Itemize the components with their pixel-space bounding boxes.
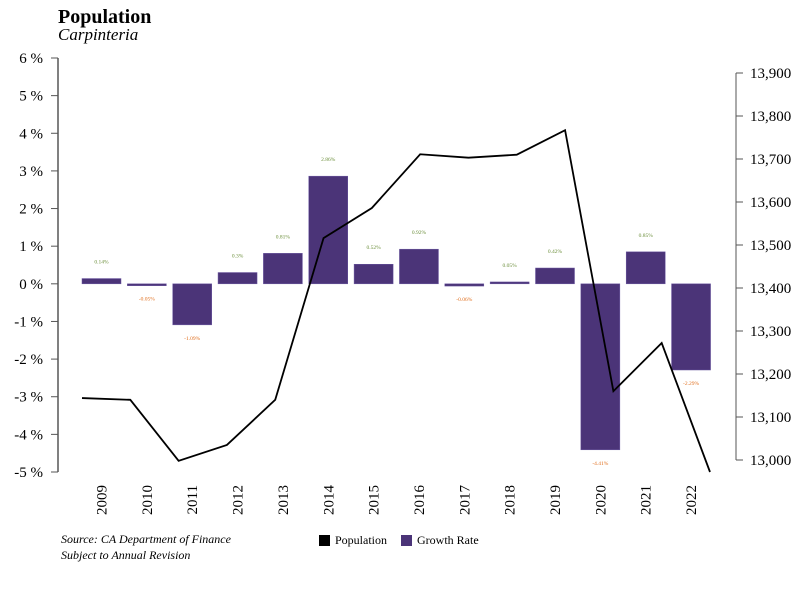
- x-axis-tick-label: 2014: [321, 485, 337, 516]
- growth-rate-data-label: 0.05%: [503, 263, 518, 269]
- x-axis-tick-label: 2022: [684, 485, 700, 515]
- growth-rate-data-label: 0.52%: [366, 245, 381, 251]
- growth-rate-bar: [535, 267, 575, 285]
- x-axis-tick-label: 2019: [548, 485, 564, 515]
- left-axis-tick-label: 3 %: [19, 164, 43, 180]
- population-line-layer: [81, 128, 711, 473]
- chart-title: Population: [58, 6, 152, 28]
- growth-rate-bar: [127, 283, 167, 286]
- legend-item-population: Population: [319, 533, 387, 548]
- left-axis-tick-label: 2 %: [19, 202, 43, 218]
- chart-subtitle: Carpinteria: [58, 25, 139, 44]
- growth-rate-bar: [444, 283, 485, 287]
- x-axis-tick-label: 2011: [185, 485, 201, 514]
- growth-rate-bar: [489, 281, 530, 285]
- left-axis-tick-label: 4 %: [19, 126, 43, 142]
- growth-rate-data-label: 0.42%: [548, 249, 563, 255]
- x-axis-tick-label: 2010: [140, 485, 156, 515]
- left-axis-tick-label: -4 %: [14, 427, 43, 443]
- left-axis-tick-label: -2 %: [14, 352, 43, 368]
- right-axis: 13,900 13,800 13,700 13,600 13,500 13,400 13,3…: [735, 66, 791, 469]
- right-axis-tick-label: 13,100: [750, 410, 791, 426]
- left-axis-tick-label: 0 %: [19, 277, 43, 293]
- growth-rate-bar: [625, 251, 666, 285]
- source-line-1: Source: CA Department of Finance: [61, 532, 231, 546]
- source-note: Source: CA Department of Finance Subject…: [61, 531, 231, 563]
- growth-rate-data-label: -0.06%: [456, 297, 472, 303]
- left-axis-tick-label: 6 %: [19, 51, 43, 67]
- x-axis-tick-label: 2021: [639, 485, 655, 515]
- left-axis-tick-label: 5 %: [19, 89, 43, 105]
- legend-label-growth-rate: Growth Rate: [417, 533, 479, 547]
- growth-rate-data-label: 2.86%: [321, 157, 336, 163]
- x-axis-tick-label: 2018: [503, 485, 519, 515]
- x-axis-tick-label: 2017: [457, 485, 473, 516]
- x-axis-tick-label: 2020: [593, 485, 609, 515]
- growth-rate-data-label: 0.14%: [94, 260, 109, 266]
- x-axis-tick-label: 2012: [231, 485, 247, 515]
- right-axis-tick-label: 13,200: [750, 367, 791, 383]
- right-axis-tick-label: 13,300: [750, 324, 791, 340]
- right-axis-tick-label: 13,800: [750, 109, 791, 125]
- left-axis-tick-label: -1 %: [14, 314, 43, 330]
- growth-rate-data-label: 0.92%: [412, 230, 427, 236]
- growth-rate-data-label: -1.09%: [184, 336, 200, 342]
- growth-rate-data-label: 0.3%: [232, 254, 244, 260]
- growth-rate-data-label: 0.81%: [276, 234, 291, 240]
- growth-rate-bar: [81, 278, 122, 285]
- legend: Population Growth Rate: [319, 533, 493, 548]
- growth-rate-data-label: 0.85%: [639, 233, 654, 239]
- source-line-2: Subject to Annual Revision: [61, 548, 191, 562]
- growth-rate-bar: [399, 248, 439, 285]
- x-axis-labels: 2009 2010 2011 2012 2013 2014 2015 2016 2017 2018…: [95, 485, 701, 516]
- left-axis-tick-label: 1 %: [19, 239, 43, 255]
- growth-rate-bar: [580, 283, 621, 451]
- right-axis-tick-label: 13,900: [750, 66, 791, 82]
- x-axis-tick-label: 2009: [95, 485, 111, 515]
- legend-swatch-growth-rate: [401, 535, 413, 546]
- growth-rate-data-label: -0.05%: [139, 297, 155, 303]
- population-line: [81, 128, 711, 473]
- growth-rate-bar: [172, 283, 212, 326]
- x-axis-tick-label: 2016: [412, 485, 428, 516]
- growth-rate-data-label: -2.29%: [683, 381, 699, 387]
- right-axis-tick-label: 13,500: [750, 238, 791, 254]
- legend-item-growth-rate: Growth Rate: [401, 533, 479, 548]
- growth-rate-bars: [81, 175, 711, 451]
- x-axis-tick-label: 2015: [367, 485, 383, 515]
- growth-rate-data-label: -4.41%: [592, 461, 608, 467]
- x-axis-tick-label: 2013: [276, 485, 292, 515]
- left-axis: 6 % 5 % 4 % 3 % 2 % 1 % 0 % -1 % -2 % -3 % -4 % -5 …: [14, 51, 59, 481]
- left-axis-tick-label: -3 %: [14, 390, 43, 406]
- legend-label-population: Population: [335, 533, 388, 547]
- right-axis-tick-label: 13,600: [750, 195, 791, 211]
- legend-swatch-population: [319, 535, 330, 546]
- growth-rate-bar: [671, 283, 711, 371]
- growth-rate-bar: [217, 272, 258, 285]
- right-axis-tick-label: 13,700: [750, 152, 791, 168]
- right-axis-tick-label: 13,400: [750, 281, 791, 297]
- right-axis-tick-label: 13,000: [750, 453, 791, 469]
- growth-rate-bar: [353, 263, 394, 285]
- growth-rate-bar: [263, 253, 303, 285]
- growth-rate-labels: 0.14% -0.05% -1.09% 0.3% 0.81% 2.86% 0.52% 0.92…: [94, 157, 699, 467]
- left-axis-tick-label: -5 %: [14, 465, 43, 481]
